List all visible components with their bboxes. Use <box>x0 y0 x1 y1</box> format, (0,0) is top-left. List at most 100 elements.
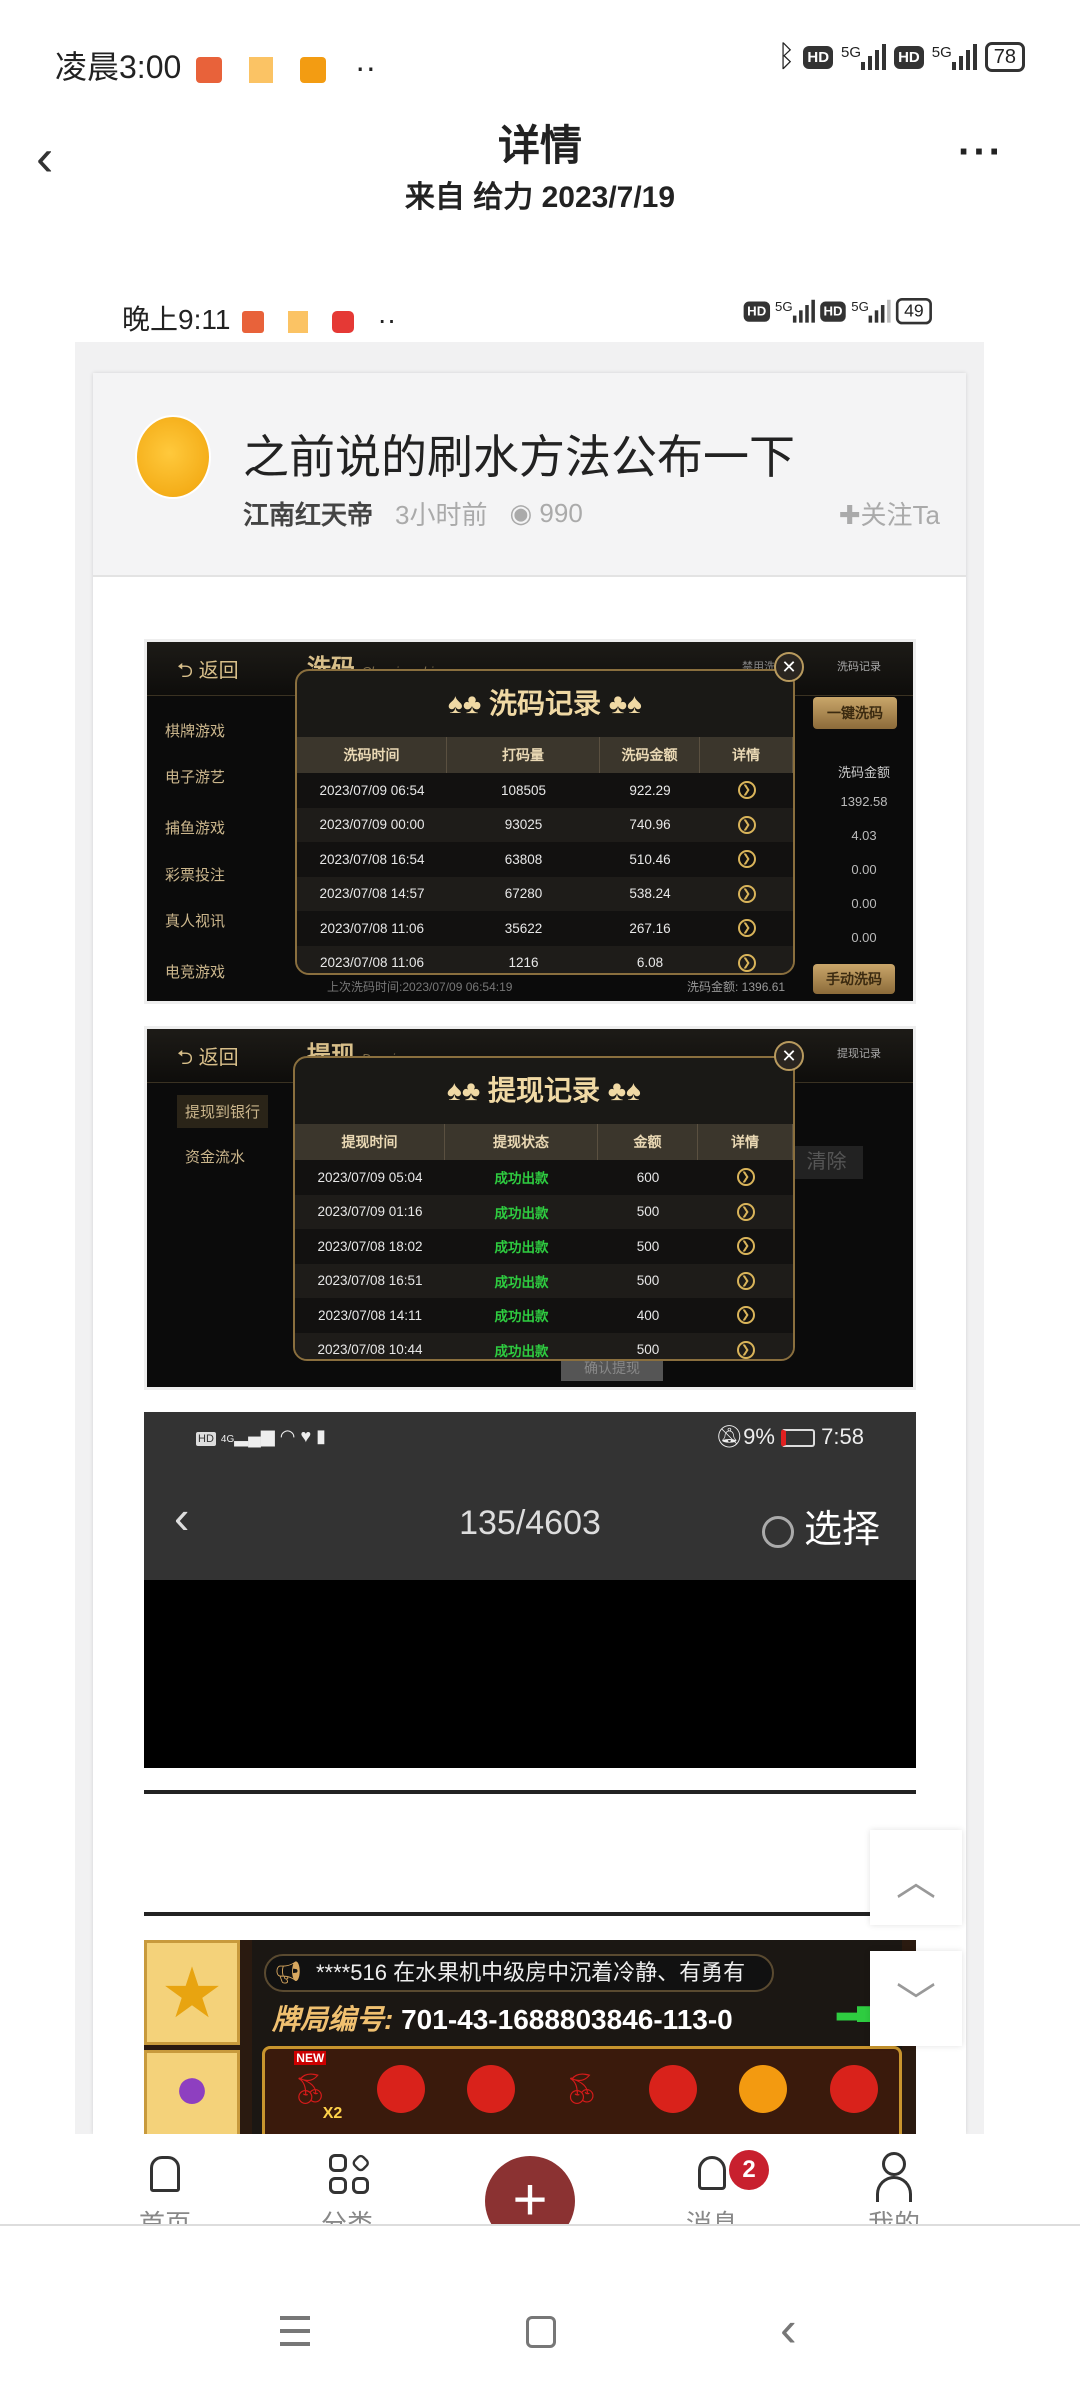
table-cell: 67280 <box>504 886 543 902</box>
orange-icon <box>739 2065 788 2113</box>
back-button[interactable]: ‹ <box>36 129 54 187</box>
battery-icon: 49 <box>896 298 932 325</box>
detail-cell: ❯ <box>698 1168 793 1187</box>
author-avatar[interactable] <box>135 415 211 499</box>
mute-icon: 🔕︎ <box>715 1424 744 1449</box>
signal-icon: 5G <box>932 44 977 70</box>
table-cell: 510.46 <box>629 851 671 867</box>
table-row: 2023/07/08 11:06 35622 267.16 ❯ <box>297 911 793 946</box>
wash-record-image[interactable]: ⮌ 返回 洗码 Cleaning chips 禁用洗码 洗码记录 棋牌游戏电子游… <box>144 639 916 1004</box>
table-cell: 500 <box>636 1342 660 1358</box>
megaphone-icon: 📢︎ <box>274 1960 302 1985</box>
nav-messages[interactable]: 2 消息 <box>652 2134 772 2224</box>
col-header: 提现时间 <box>295 1124 445 1160</box>
note-notification-icon <box>249 56 274 83</box>
network-type: 5G <box>931 44 952 61</box>
network-type: 4G <box>220 1434 235 1445</box>
slot-game-image[interactable]: ★ ● 📢︎ ****516 在水果机中级房中沉着冷静、有勇有 牌局编号: 701… <box>144 1940 916 2134</box>
status-bar: 凌晨3:00 ·· <box>55 42 376 88</box>
mail-notification-icon <box>299 56 326 83</box>
table-cell: 267.16 <box>629 920 671 936</box>
more-notifications-icon: ·· <box>377 304 397 335</box>
person-body-icon <box>876 2176 912 2202</box>
post-meta: 江南红天帝 3小时前 ◉ 990 <box>243 495 583 532</box>
star-tile: ★ <box>144 1940 240 2045</box>
grape-tile: ● <box>144 2050 240 2134</box>
post-time: 3小时前 <box>395 500 488 530</box>
follow-button[interactable]: ✚关注Ta <box>839 495 940 532</box>
system-menu-button[interactable] <box>280 2316 310 2346</box>
nav-profile[interactable]: 我的 <box>834 2134 954 2224</box>
popup-title: ♠♣ 提现记录 ♣♠ <box>446 1075 642 1106</box>
nav-category[interactable]: 分类 <box>287 2134 407 2224</box>
reel-row: 🍒︎ NEW X2 🍒︎ <box>262 2046 902 2134</box>
table-cell: 1216 <box>508 955 539 971</box>
table-cell: 成功出款 <box>494 1205 549 1221</box>
table-cell: 2023/07/08 10:44 <box>317 1342 423 1358</box>
apple-icon <box>467 2065 516 2113</box>
page-title: 详情 <box>497 122 582 169</box>
chevron-right-icon: ❯ <box>736 1271 755 1290</box>
right-col-value: 0.00 <box>851 896 877 911</box>
table-cell: 2023/07/09 05:04 <box>317 1169 423 1185</box>
network-type: 5G <box>851 299 870 315</box>
table-row: 2023/07/08 16:54 63808 510.46 ❯ <box>297 842 793 877</box>
gallery-status-left: HD 4G▂▄▆ ◠ ♥ ▮ <box>196 1426 326 1447</box>
table-row: 2023/07/09 00:00 93025 740.96 ❯ <box>297 807 793 842</box>
inner-status-time: 晚上9:11 <box>122 304 231 335</box>
battery-low-icon <box>781 1429 816 1448</box>
radio-icon <box>761 1515 794 1548</box>
right-col-value: 4.03 <box>851 828 877 843</box>
nav-home[interactable]: 首页 <box>105 2134 225 2224</box>
plus-icon: ✚ <box>838 500 861 530</box>
table-row: 2023/07/08 16:51 成功出款 500 ❯ <box>295 1263 793 1298</box>
table-cell: 35622 <box>504 920 543 936</box>
side-item: 彩票投注 <box>165 867 226 884</box>
col-header: 详情 <box>700 737 793 773</box>
table-row: 2023/07/08 14:11 成功出款 400 ❯ <box>295 1298 793 1333</box>
right-col-value: 0.00 <box>851 862 877 877</box>
side-item: 真人视讯 <box>165 913 226 930</box>
popup-title: ♠♣ 洗码记录 ♣♠ <box>447 688 643 719</box>
withdraw-record-link: 提现记录 <box>837 1048 881 1060</box>
battery-icon: 78 <box>984 42 1025 72</box>
bluetooth-icon: ᛒ <box>777 40 796 73</box>
wash-record-link: 洗码记录 <box>837 661 881 673</box>
detail-cell: ❯ <box>700 781 793 800</box>
clear-button: 清除 <box>790 1146 863 1179</box>
table-cell: 600 <box>636 1169 660 1185</box>
view-count: 990 <box>539 498 583 528</box>
gallery-screenshot-image[interactable]: HD 4G▂▄▆ ◠ ♥ ▮ 🔕︎9% 7:58 ‹ 135/4603 选择 <box>144 1412 916 1768</box>
withdraw-record-image[interactable]: ⮌ 返回 提现 Drawing 提现记录 提现到银行 资金流水 清除 确认提现 … <box>144 1026 916 1390</box>
gallery-counter: 135/4603 <box>459 1504 601 1542</box>
more-options-button[interactable]: ··· <box>958 130 1004 174</box>
hd-icon: HD <box>803 45 834 69</box>
post-button[interactable]: + <box>485 2156 575 2224</box>
divider-line <box>144 1790 916 1794</box>
scroll-down-button[interactable]: ﹀ <box>870 1951 962 2046</box>
grid-icon <box>329 2152 371 2194</box>
table-cell: 成功出款 <box>494 1309 549 1325</box>
chevron-right-icon: ❯ <box>736 1237 755 1256</box>
post-header: 之前说的刷水方法公布一下 江南红天帝 3小时前 ◉ 990 ✚关注Ta <box>93 373 966 577</box>
author-name[interactable]: 江南红天帝 <box>243 500 374 530</box>
side-item: 棋牌游戏 <box>165 723 226 740</box>
system-back-button[interactable]: ‹ <box>780 2301 797 2357</box>
hd-icon: HD <box>744 301 771 322</box>
chevron-right-icon: ❯ <box>737 953 756 972</box>
col-header: 详情 <box>698 1124 793 1160</box>
table-cell: 2023/07/09 01:16 <box>317 1204 423 1220</box>
table-cell: 740.96 <box>629 817 671 833</box>
divider-line <box>144 1912 916 1916</box>
scroll-up-button[interactable]: ︿ <box>870 1830 962 1925</box>
one-click-wash-button: 一键洗码 <box>813 697 897 729</box>
table-cell: 500 <box>636 1238 660 1254</box>
side-item: 电子游艺 <box>165 769 226 786</box>
table-cell: 成功出款 <box>494 1274 549 1290</box>
table-cell: 成功出款 <box>494 1240 549 1256</box>
system-home-button[interactable] <box>526 2316 556 2348</box>
table-header: 提现时间 提现状态 金额 详情 <box>295 1124 793 1160</box>
side-item-flow: 资金流水 <box>185 1149 246 1166</box>
bottom-nav: 首页 分类 + 2 消息 我的 <box>0 2134 1080 2226</box>
table-cell: 400 <box>636 1307 660 1323</box>
